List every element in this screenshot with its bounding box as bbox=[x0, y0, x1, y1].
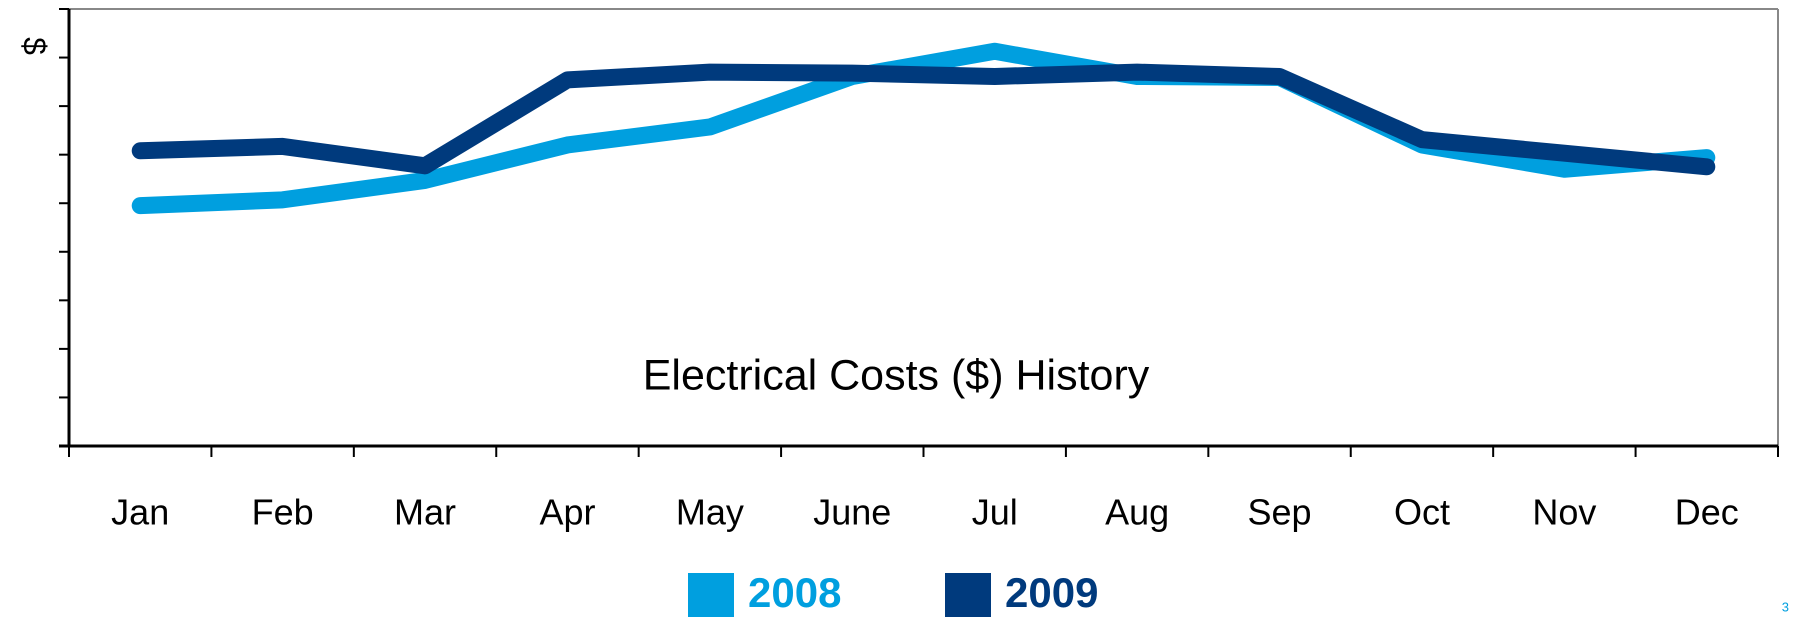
legend-label: 2008 bbox=[748, 569, 841, 616]
page-number: 3 bbox=[1782, 599, 1789, 614]
x-tick-label: June bbox=[813, 492, 891, 533]
legend-swatch bbox=[688, 573, 734, 617]
line-series bbox=[131, 63, 1716, 176]
x-tick-label: Jan bbox=[111, 492, 169, 533]
x-tick-label: Feb bbox=[252, 492, 314, 533]
x-tick-label: Jul bbox=[972, 492, 1018, 533]
x-tick-label: Aug bbox=[1105, 492, 1169, 533]
x-tick-label: Dec bbox=[1675, 492, 1739, 533]
legend-label: 2009 bbox=[1005, 569, 1098, 616]
x-tick-label: Oct bbox=[1394, 492, 1450, 533]
x-tick-label: Mar bbox=[394, 492, 456, 533]
x-tick-label: Apr bbox=[539, 492, 595, 533]
chart-title: Electrical Costs ($) History bbox=[643, 351, 1150, 399]
y-axis-label: $ bbox=[17, 37, 53, 55]
x-tick-label: Sep bbox=[1248, 492, 1312, 533]
legend-swatch bbox=[945, 573, 991, 617]
x-tick-label: Nov bbox=[1532, 492, 1596, 533]
x-tick-label: May bbox=[676, 492, 744, 533]
